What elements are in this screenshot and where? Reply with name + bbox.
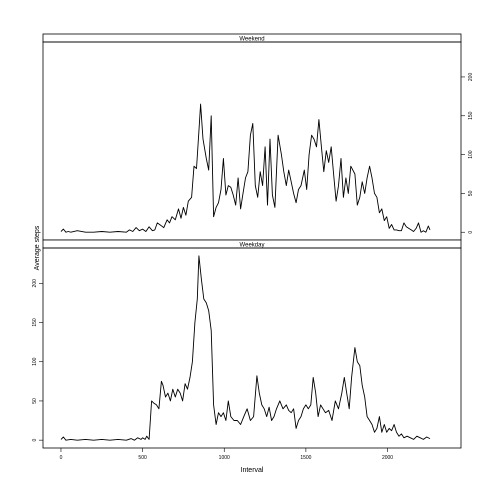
strip-label-weekend: Weekend: [239, 37, 264, 43]
y-axis-left: 0 50 100 150 200: [32, 279, 43, 442]
y-tick-label: 50: [468, 190, 474, 196]
y-tick-label: 0: [32, 439, 38, 442]
panel-frame-weekday: [42, 247, 462, 449]
series-line-weekday: [60, 255, 431, 441]
x-tick-label: 500: [138, 455, 147, 461]
y-axis-title: Average steps: [34, 225, 41, 270]
y-tick-label: 200: [32, 279, 38, 288]
x-axis-title: Interval: [241, 467, 264, 474]
y-tick-label: 150: [468, 111, 474, 120]
y-tick-label: 150: [32, 318, 38, 327]
panel-weekend: Weekend 0 50 100 150 200: [42, 33, 474, 241]
x-tick-label: 2000: [382, 455, 393, 461]
panel-weekday: Weekday 0 50 100 150 200: [32, 239, 462, 449]
y-tick-label: 0: [468, 231, 474, 234]
x-axis: 0 500 1000 1500 2000: [60, 448, 393, 461]
series-line-weekend: [60, 103, 431, 233]
x-tick-label: 0: [60, 455, 63, 461]
strip-label-weekday: Weekday: [240, 243, 265, 249]
x-tick-label: 1000: [219, 455, 230, 461]
y-tick-label: 100: [32, 357, 38, 366]
panel-frame-weekend: [42, 41, 462, 241]
y-axis-right: 0 50 100 150 200: [461, 73, 474, 234]
y-tick-label: 50: [32, 398, 38, 404]
y-tick-label: 100: [468, 150, 474, 159]
y-tick-label: 200: [468, 73, 474, 82]
x-tick-label: 1500: [300, 455, 311, 461]
